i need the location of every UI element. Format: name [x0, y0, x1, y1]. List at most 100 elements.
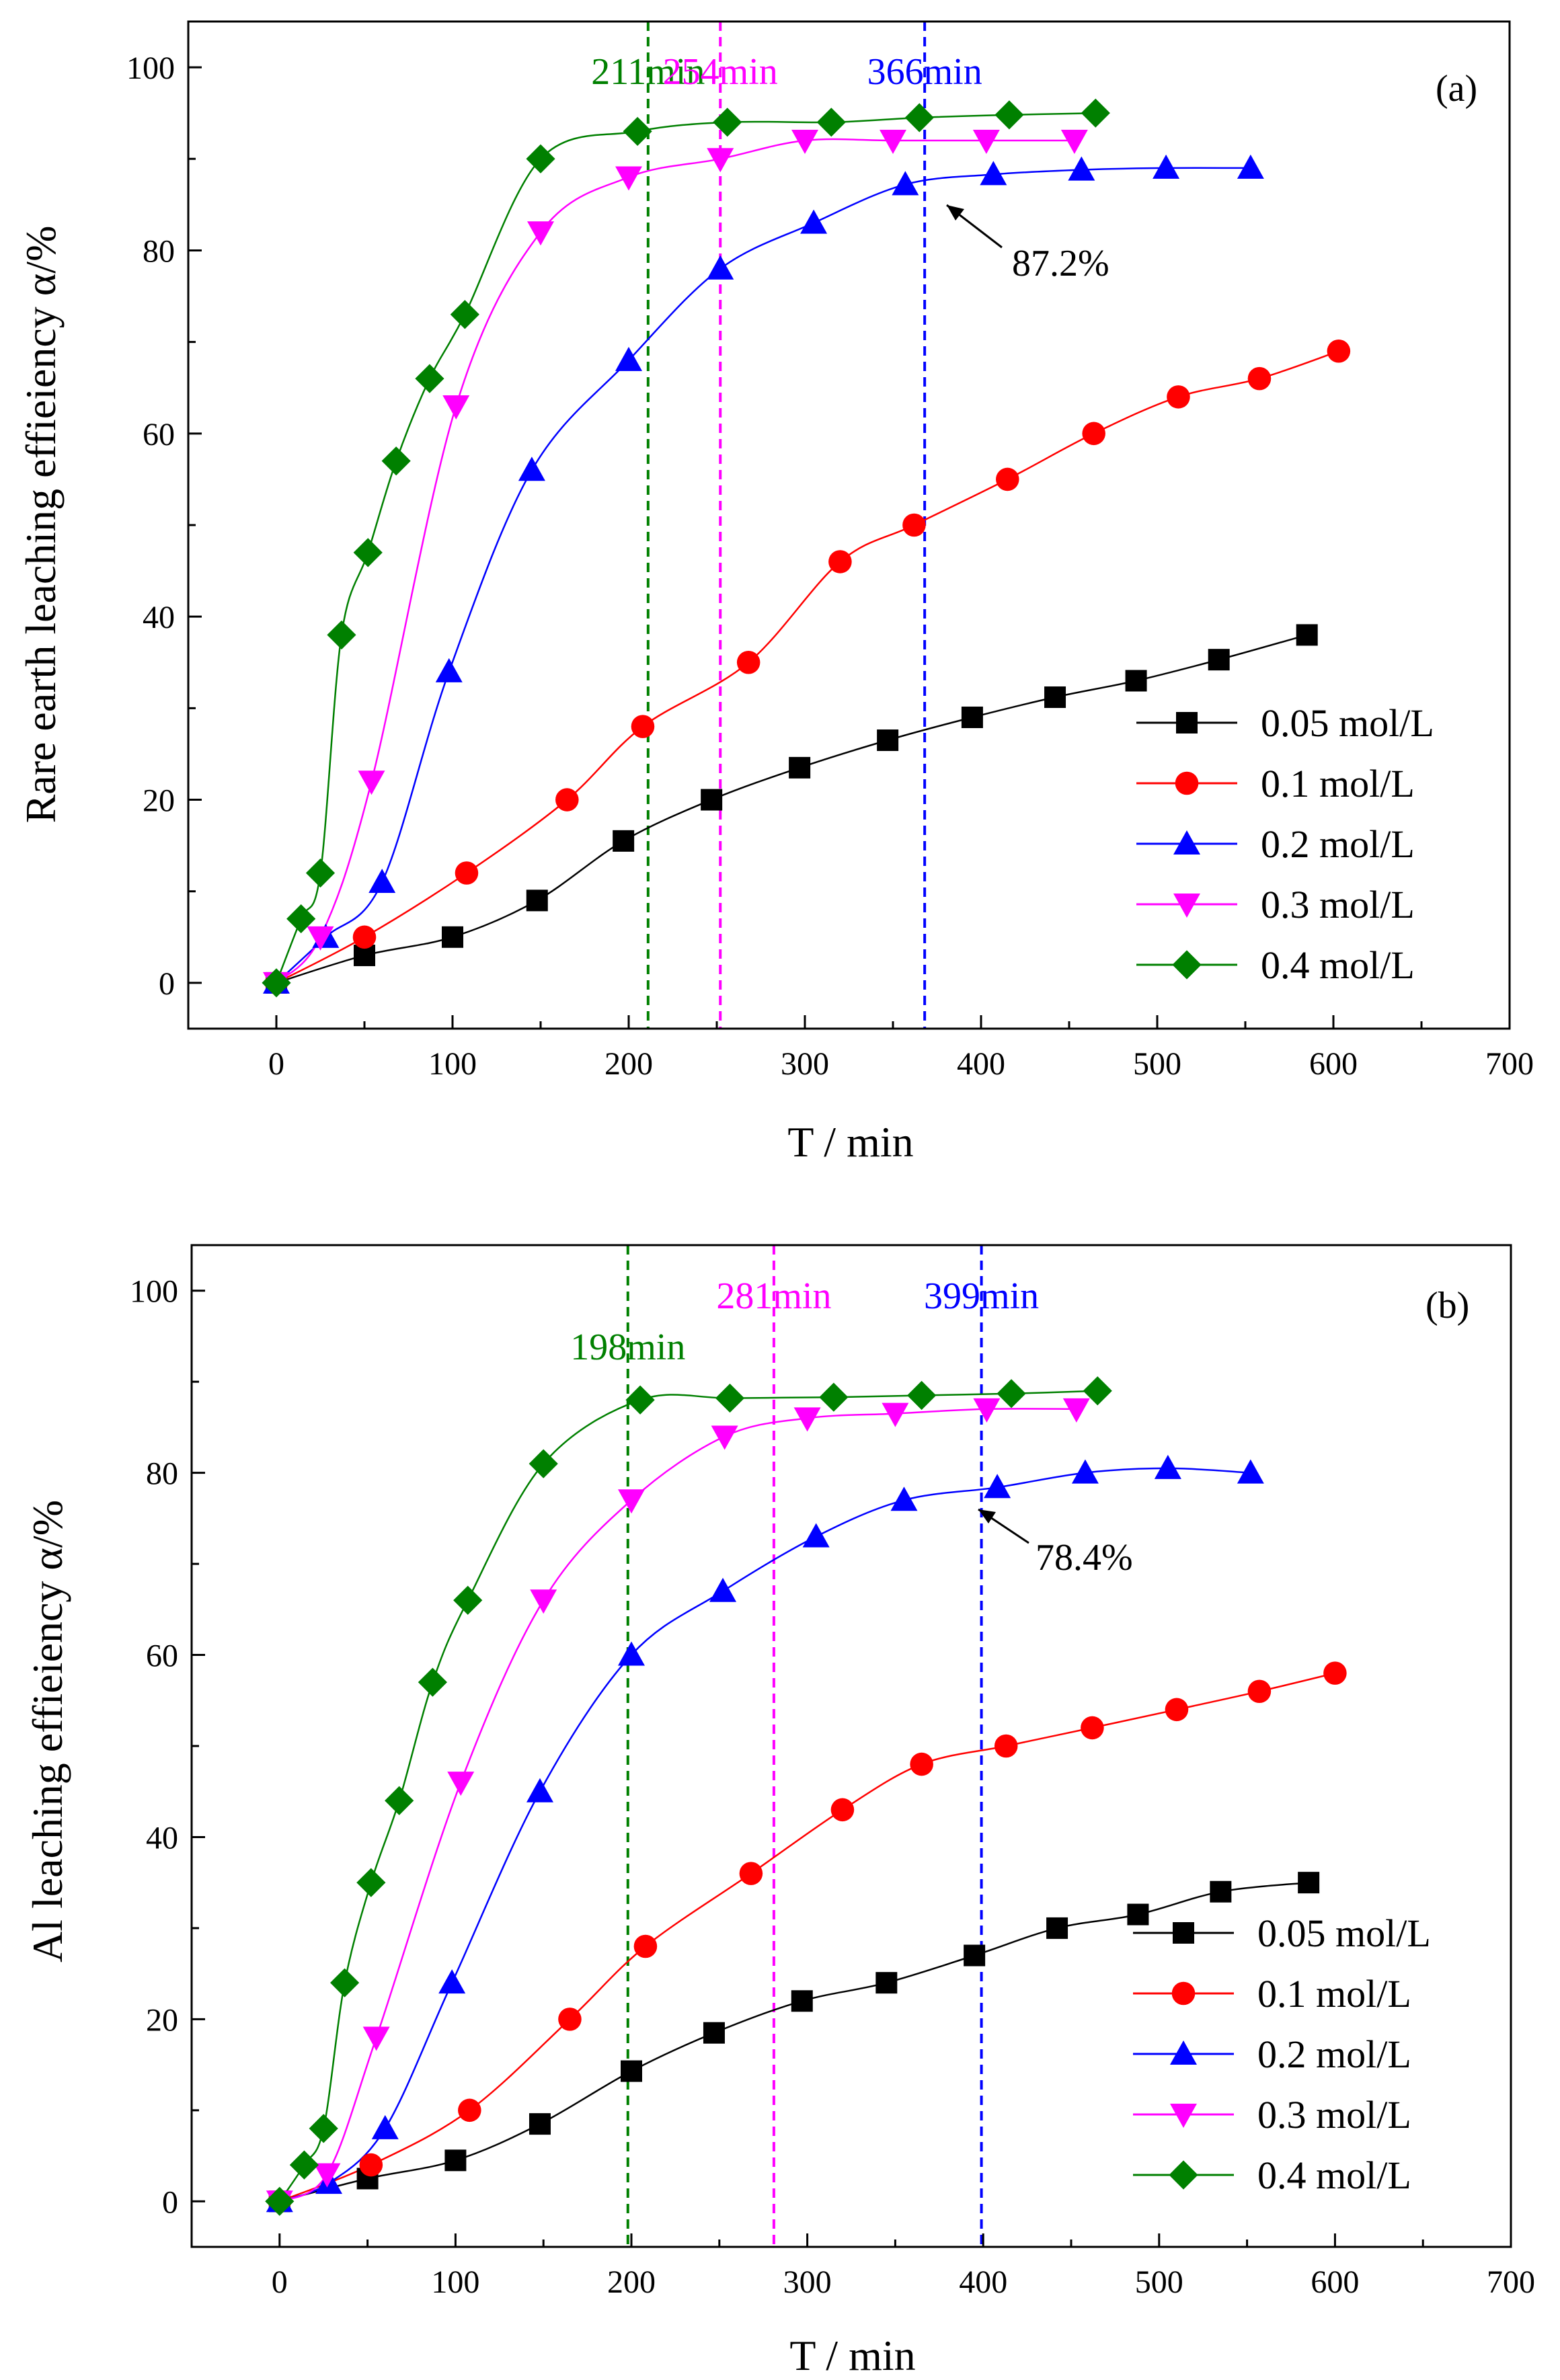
series-line: [278, 1390, 1098, 2202]
data-point: [1071, 1459, 1099, 1484]
data-point: [368, 869, 396, 894]
data-point: [527, 221, 554, 246]
x-axis-title: T / min: [787, 1118, 913, 1166]
y-tick-label: 20: [146, 2002, 178, 2038]
data-point: [633, 1934, 658, 1958]
x-tick-label: 0: [268, 1046, 284, 1082]
reference-line-label: 198min: [570, 1326, 685, 1368]
data-point: [352, 925, 377, 949]
legend-marker: [1171, 1981, 1196, 2006]
data-point: [359, 2153, 383, 2177]
data-point: [1298, 1872, 1320, 1894]
data-point: [381, 446, 411, 476]
data-point: [980, 161, 1007, 186]
data-point: [305, 858, 336, 888]
x-tick-label: 600: [1311, 2264, 1359, 2300]
legend-entry: 0.4 mol/L: [1136, 943, 1415, 987]
data-point: [802, 1523, 830, 1548]
legend-marker: [1173, 894, 1200, 918]
legend: 0.05 mol/L 0.1 mol/L 0.2 mol/L 0.3 mol/L 0.4…: [1133, 1911, 1431, 2197]
data-point: [362, 2026, 390, 2051]
data-point: [358, 770, 385, 795]
data-point: [1323, 1661, 1347, 1685]
data-point: [707, 148, 734, 173]
data-point: [791, 130, 818, 155]
data-point: [713, 108, 742, 137]
y-tick-label: 60: [146, 1638, 178, 1674]
x-tick-label: 0: [272, 2264, 288, 2300]
data-point: [286, 904, 316, 934]
y-tick-label: 80: [143, 233, 175, 269]
data-point: [830, 1798, 855, 1822]
data-point: [458, 2098, 481, 2123]
data-point: [791, 1990, 813, 2012]
data-point: [447, 1772, 475, 1796]
data-point: [631, 715, 655, 738]
data-point: [1327, 339, 1351, 363]
chart-panel-b: 0 100 200 300 400 500 600 700 0 20 40 60 80 100 198min…: [24, 1244, 1535, 2379]
legend-entry: 0.2 mol/L: [1133, 2032, 1411, 2076]
x-tick-label: 700: [1485, 1046, 1534, 1082]
legend-entry: 0.05 mol/L: [1136, 701, 1434, 745]
data-point: [438, 1969, 466, 1994]
legend-marker: [1176, 712, 1198, 733]
data-point: [435, 658, 463, 682]
x-tick-label: 100: [431, 2264, 479, 2300]
data-point: [615, 166, 642, 191]
data-point: [1237, 154, 1264, 179]
data-point: [800, 209, 828, 234]
data-point: [1082, 422, 1105, 446]
data-point: [789, 756, 811, 779]
data-point: [961, 706, 983, 728]
data-point: [265, 2186, 295, 2216]
y-tick-label: 40: [146, 1820, 178, 1856]
data-point: [907, 1380, 937, 1411]
data-point: [450, 300, 479, 329]
data-point: [902, 513, 926, 537]
legend-entry: 0.05 mol/L: [1133, 1911, 1431, 1955]
x-tick-label: 300: [781, 1046, 829, 1082]
data-point: [385, 1786, 414, 1815]
data-point: [309, 2114, 338, 2143]
x-axis-title: T / min: [789, 2332, 915, 2379]
data-point: [882, 1402, 909, 1427]
legend-marker: [1169, 2160, 1198, 2190]
legend-label: 0.4 mol/L: [1257, 2153, 1411, 2197]
legend-marker: [1172, 950, 1202, 980]
x-tick-label: 200: [607, 2264, 656, 2300]
y-tick-label: 0: [162, 2184, 178, 2220]
data-point: [530, 1589, 557, 1614]
data-point: [415, 364, 444, 393]
data-point: [996, 467, 1019, 491]
data-point: [623, 116, 652, 147]
data-point: [715, 1383, 745, 1413]
data-point: [1237, 1459, 1264, 1484]
data-point: [1125, 670, 1147, 692]
legend-marker: [1170, 2104, 1197, 2128]
data-point: [371, 2114, 399, 2139]
legend-marker: [1173, 1922, 1194, 1944]
data-point: [453, 1585, 483, 1615]
legend-entry: 0.1 mol/L: [1136, 762, 1415, 805]
x-tick-label: 300: [783, 2264, 832, 2300]
data-point: [701, 789, 723, 811]
data-point: [1167, 385, 1190, 409]
legend-marker: [1175, 771, 1199, 795]
data-point: [455, 861, 479, 885]
legend-label: 0.3 mol/L: [1261, 883, 1415, 926]
data-point: [904, 103, 934, 132]
x-tick-label: 500: [1135, 2264, 1183, 2300]
data-point: [739, 1862, 763, 1885]
data-point: [329, 1968, 360, 1997]
legend-label: 0.2 mol/L: [1261, 822, 1415, 866]
x-tick-label: 600: [1309, 1046, 1358, 1082]
y-tick-label: 100: [126, 50, 175, 86]
annotation-arrowhead: [947, 205, 964, 221]
y-axis-title: Rare earth leaching effieiency α/%: [17, 226, 65, 824]
data-point: [615, 346, 642, 371]
data-point: [709, 1577, 737, 1602]
y-axis-title: Al leaching effieiency α/%: [24, 1500, 71, 1962]
data-point: [353, 538, 383, 567]
x-tick-label: 500: [1133, 1046, 1181, 1082]
